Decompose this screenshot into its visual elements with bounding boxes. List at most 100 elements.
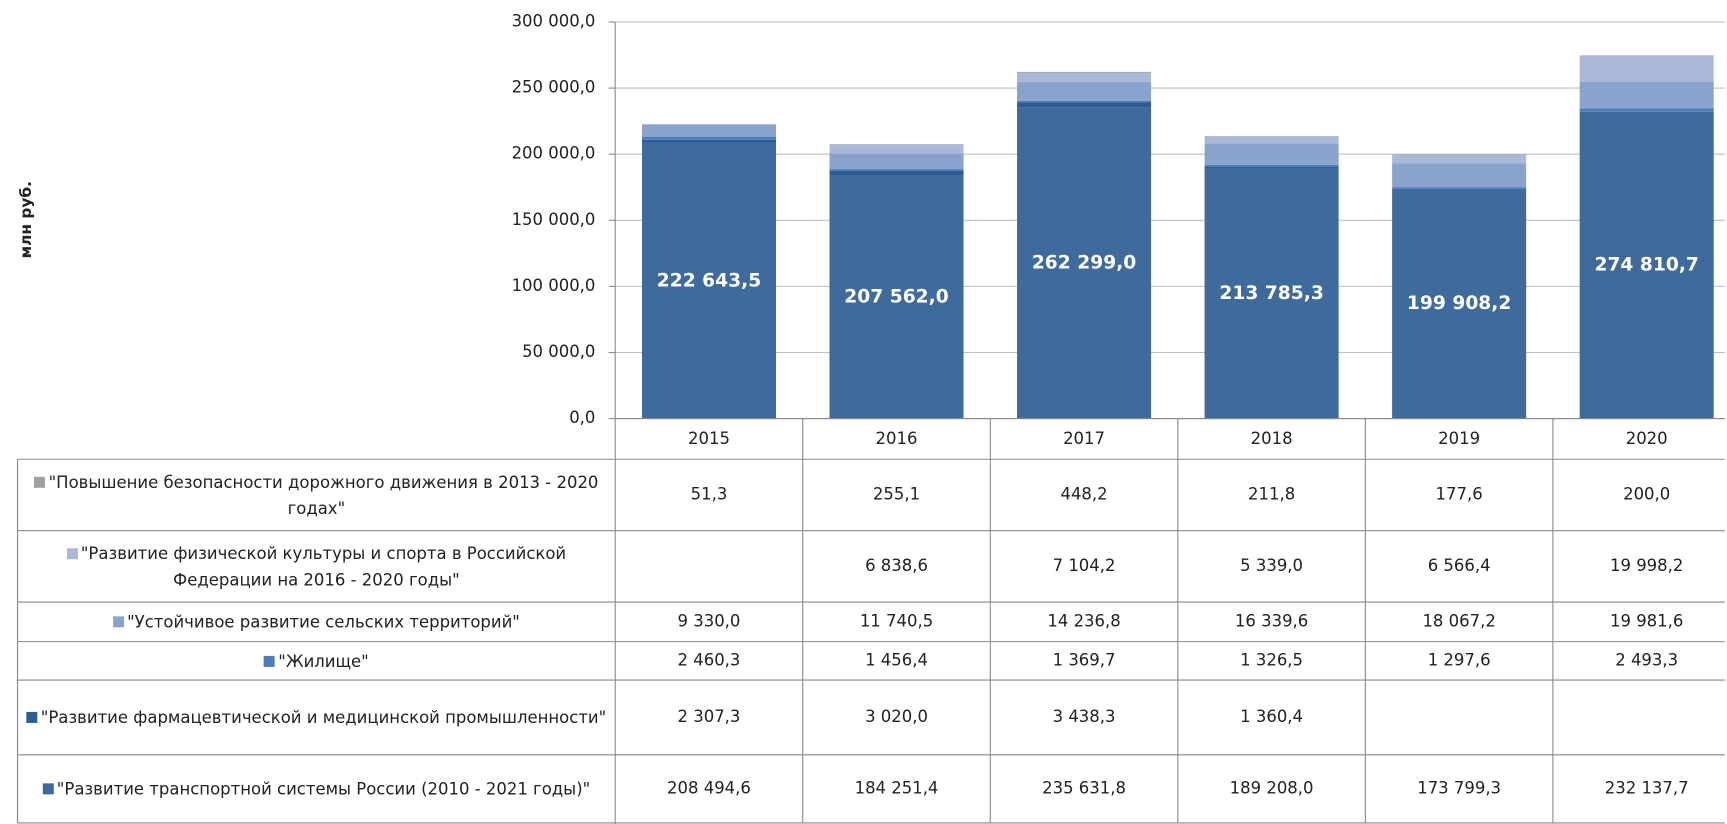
total-label: 199 908,2 xyxy=(1407,293,1511,314)
table-value: 255,1 xyxy=(873,484,920,503)
table-value: 51,3 xyxy=(691,484,728,503)
bar-segment xyxy=(1017,72,1152,82)
table-value: 2 307,3 xyxy=(678,707,741,726)
table-value: 7 104,2 xyxy=(1053,556,1116,575)
table-value: 18 067,2 xyxy=(1422,611,1495,630)
y-axis-label: млн руб. xyxy=(17,181,35,258)
legend-label: "Устойчивое развитие сельских территорий… xyxy=(127,611,520,632)
table-value: 6 838,6 xyxy=(865,556,928,575)
bar-segment xyxy=(1579,55,1714,82)
table-value: 448,2 xyxy=(1060,484,1107,503)
table-value: 3 020,0 xyxy=(865,707,928,726)
legend-swatch xyxy=(112,616,124,628)
legend-label: "Повышение безопасности дорожного движен… xyxy=(48,471,599,519)
legend-entry: "Повышение безопасности дорожного движен… xyxy=(20,459,613,530)
bar-segment xyxy=(641,139,776,143)
bar-segment xyxy=(1579,111,1714,419)
bar-segment xyxy=(1017,71,1152,73)
bar-segment xyxy=(1392,154,1527,164)
table-value: 235 631,8 xyxy=(1042,778,1126,797)
x-tick-label: 2016 xyxy=(876,429,918,448)
legend-label: "Развитие фармацевтической и медицинской… xyxy=(40,707,607,728)
bar-segment xyxy=(829,169,964,172)
table-value: 11 740,5 xyxy=(860,611,933,630)
table-value: 9 330,0 xyxy=(678,611,741,630)
table-value: 232 137,7 xyxy=(1605,778,1689,797)
legend-text-wrap: "Развитие транспортной системы России (2… xyxy=(42,776,591,802)
bar-segment xyxy=(1204,164,1339,167)
bar-segment xyxy=(1017,100,1152,103)
legend-cell: "Устойчивое развитие сельских территорий… xyxy=(20,602,613,642)
legend-swatch xyxy=(66,547,78,559)
legend-cell: "Развитие транспортной системы России (2… xyxy=(42,776,591,802)
bar-segment xyxy=(641,124,776,137)
table-value: 2 493,3 xyxy=(1615,650,1678,669)
legend-text-wrap: "Развитие фармацевтической и медицинской… xyxy=(26,704,606,730)
bar-segment xyxy=(1017,107,1152,419)
legend-swatch xyxy=(263,655,275,667)
table-value: 1 369,7 xyxy=(1053,650,1116,669)
y-tick-label: 150 000,0 xyxy=(512,210,596,229)
table-value: 1 326,5 xyxy=(1240,650,1303,669)
total-label: 222 643,5 xyxy=(657,270,761,291)
table-value: 211,8 xyxy=(1248,484,1295,503)
legend-label: "Развитие транспортной системы России (2… xyxy=(56,778,591,799)
total-label: 274 810,7 xyxy=(1594,255,1698,276)
legend-text-wrap: "Развитие физической культуры и спорта в… xyxy=(20,540,613,593)
bar-segment xyxy=(829,153,964,170)
table-value: 14 236,8 xyxy=(1047,611,1120,630)
x-tick-label: 2020 xyxy=(1626,429,1668,448)
legend-swatch xyxy=(26,711,38,723)
legend-text-wrap: "Устойчивое развитие сельских территорий… xyxy=(112,609,520,635)
x-tick-label: 2019 xyxy=(1438,429,1480,448)
bar-segment xyxy=(1204,136,1339,144)
bar-segment xyxy=(829,144,964,154)
bar-segment xyxy=(1579,81,1714,109)
legend-text-wrap: "Жилище" xyxy=(263,648,369,674)
bar-segment xyxy=(1017,81,1152,101)
legend-text-wrap: "Повышение безопасности дорожного движен… xyxy=(20,469,613,522)
bar-segment xyxy=(1204,143,1339,165)
bar-segment xyxy=(641,142,776,419)
total-label: 207 562,0 xyxy=(844,286,948,307)
legend-cell: "Развитие физической культуры и спорта в… xyxy=(20,531,613,602)
table-value: 19 998,2 xyxy=(1610,556,1683,575)
bar-segment xyxy=(829,175,964,419)
bar-segment xyxy=(1017,102,1152,108)
legend-label: "Жилище" xyxy=(278,650,369,671)
y-tick-label: 250 000,0 xyxy=(512,78,596,97)
y-tick-label: 0,0 xyxy=(569,408,595,427)
bar-segment xyxy=(1204,168,1339,419)
legend-entry: "Устойчивое развитие сельских территорий… xyxy=(20,602,613,642)
legend-entry: "Жилище" xyxy=(20,642,613,680)
table-value: 208 494,6 xyxy=(667,778,751,797)
table-value: 200,0 xyxy=(1623,484,1670,503)
table-value: 189 208,0 xyxy=(1230,778,1314,797)
table-value: 177,6 xyxy=(1436,484,1483,503)
table-value: 3 438,3 xyxy=(1053,707,1116,726)
table-value: 5 339,0 xyxy=(1240,556,1303,575)
bar-segment xyxy=(829,171,964,176)
bar-segment xyxy=(641,136,776,140)
bar-segment xyxy=(1392,163,1527,188)
legend-cell: "Жилище" xyxy=(20,642,613,680)
table-value: 2 460,3 xyxy=(678,650,741,669)
legend-label: "Развитие физической культуры и спорта в… xyxy=(80,543,567,590)
y-tick-label: 100 000,0 xyxy=(512,276,596,295)
table-value: 1 456,4 xyxy=(865,650,928,669)
bar-segment xyxy=(1392,187,1527,189)
bar-segment xyxy=(1204,166,1339,169)
table-value: 16 339,6 xyxy=(1235,611,1308,630)
total-label: 213 785,3 xyxy=(1219,283,1323,304)
y-tick-label: 200 000,0 xyxy=(512,144,596,163)
total-label: 262 299,0 xyxy=(1032,252,1136,273)
x-tick-label: 2015 xyxy=(688,429,730,448)
legend-swatch xyxy=(42,783,54,795)
legend-cell: "Повышение безопасности дорожного движен… xyxy=(20,459,613,530)
legend-entry: "Развитие физической культуры и спорта в… xyxy=(20,531,613,602)
x-tick-label: 2017 xyxy=(1063,429,1105,448)
table-value: 1 297,6 xyxy=(1428,650,1491,669)
legend-entry: "Развитие фармацевтической и медицинской… xyxy=(20,680,613,755)
table-value: 19 981,6 xyxy=(1610,611,1683,630)
